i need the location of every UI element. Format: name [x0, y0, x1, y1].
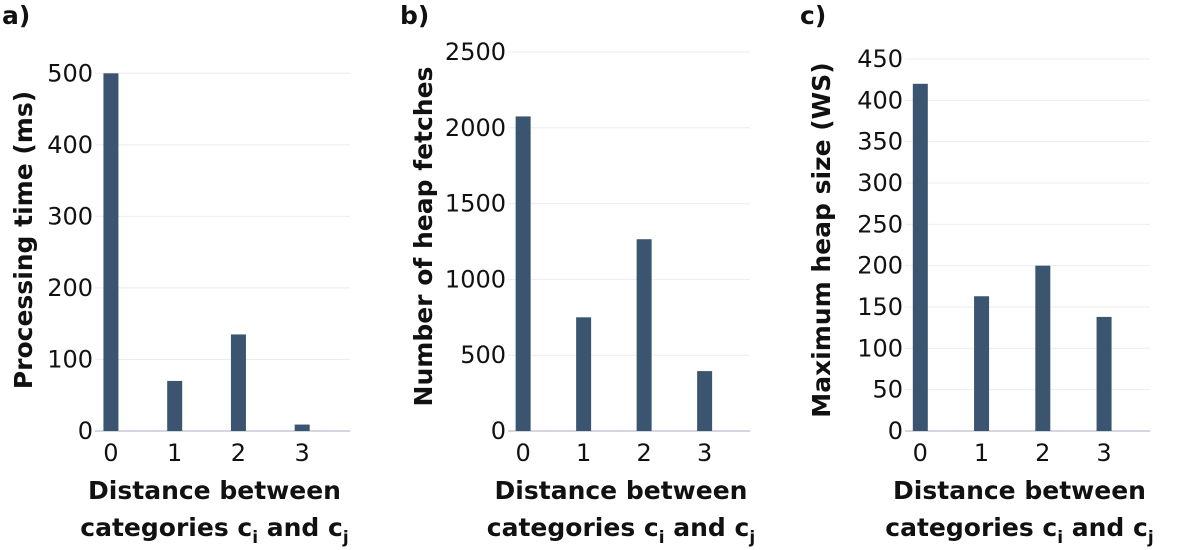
chart-panel-3: 0 50 100 150 200 250 300 350 400 450 0 1 2 3 c) Maximum…: [800, 1, 1154, 548]
x-axis-title-line2: categories ci and cj: [487, 513, 755, 548]
x-tick-label: 0: [103, 439, 118, 467]
x-axis-title-line1: Distance between: [88, 476, 341, 505]
bar: [636, 239, 652, 431]
y-tick-label: 500: [47, 59, 93, 87]
bar: [294, 424, 310, 431]
bar: [230, 334, 246, 431]
y-tick-label: 2000: [445, 114, 506, 142]
y-tick-label: 450: [857, 45, 903, 73]
x-axis-title-line2: categories ci and cj: [885, 513, 1153, 548]
y-tick-label: 500: [460, 341, 506, 369]
bar: [167, 380, 183, 431]
y-tick-label: 50: [872, 376, 903, 404]
x-tick-label: 2: [1035, 439, 1050, 467]
y-tick-label: 400: [47, 131, 93, 159]
x-tick-label: 0: [515, 439, 530, 467]
y-tick-label: 1000: [445, 265, 506, 293]
x-axis-subscript-i: i: [252, 528, 258, 548]
x-tick-label: 1: [974, 439, 989, 467]
y-tick-label: 200: [857, 252, 903, 280]
x-tick-label: 1: [576, 439, 591, 467]
x-tick-label: 3: [1096, 439, 1111, 467]
bar: [697, 371, 713, 431]
y-axis-title: Maximum heap size (WS): [807, 62, 836, 417]
x-tick-label: 1: [167, 439, 182, 467]
x-axis-title-part: categories c: [80, 513, 252, 542]
x-axis-title-line1: Distance between: [893, 476, 1146, 505]
x-axis-subscript-i: i: [659, 528, 665, 548]
y-axis-title: Processing time (ms): [9, 91, 38, 389]
y-tick-label: 2500: [445, 38, 506, 66]
x-axis-subscript-j: j: [748, 528, 755, 548]
panel-label: c): [800, 1, 826, 30]
bar: [103, 73, 119, 432]
y-tick-label: 1500: [445, 190, 506, 218]
y-tick-label: 300: [857, 169, 903, 197]
x-axis-subscript-i: i: [1057, 528, 1063, 548]
y-tick-label: 0: [888, 417, 903, 445]
y-tick-label: 100: [857, 334, 903, 362]
panel-label: b): [400, 1, 429, 30]
x-axis-title-part: and c: [665, 513, 750, 542]
y-tick-label: 100: [47, 345, 93, 373]
bar: [1096, 316, 1112, 431]
y-tick-label: 0: [78, 417, 93, 445]
bar: [576, 317, 592, 431]
x-axis-subscript-j: j: [342, 528, 349, 548]
bar: [1035, 265, 1051, 431]
y-tick-label: 350: [857, 128, 903, 156]
chart-panel-2: 0 500 1000 1500 2000 2500 0 1 2 3 b) Number of heap…: [400, 1, 755, 548]
bar: [974, 296, 990, 431]
y-tick-label: 400: [857, 86, 903, 114]
x-axis-title-part: and c: [1063, 513, 1148, 542]
bar: [515, 116, 531, 432]
y-tick-label: 300: [47, 202, 93, 230]
y-tick-label: 150: [857, 293, 903, 321]
x-tick-label: 2: [231, 439, 246, 467]
x-tick-label: 0: [913, 439, 928, 467]
y-tick-label: 250: [857, 210, 903, 238]
x-axis-title-line1: Distance between: [495, 476, 748, 505]
x-axis-title-line2: categories ci and cj: [80, 513, 348, 548]
y-tick-label: 200: [47, 274, 93, 302]
x-tick-label: 2: [636, 439, 651, 467]
x-tick-label: 3: [295, 439, 310, 467]
y-tick-label: 0: [491, 417, 506, 445]
bar: [912, 83, 928, 432]
y-axis-title: Number of heap fetches: [409, 67, 438, 407]
chart-panel-1: 0 100 200 300 400 500 0 1 2 3 a) Processing time (m…: [2, 1, 350, 548]
x-tick-label: 3: [697, 439, 712, 467]
x-axis-title-part: categories c: [885, 513, 1057, 542]
panel-label: a): [2, 1, 30, 30]
x-axis-title-part: and c: [258, 513, 343, 542]
x-axis-title-part: categories c: [487, 513, 659, 542]
x-axis-subscript-j: j: [1147, 528, 1154, 548]
